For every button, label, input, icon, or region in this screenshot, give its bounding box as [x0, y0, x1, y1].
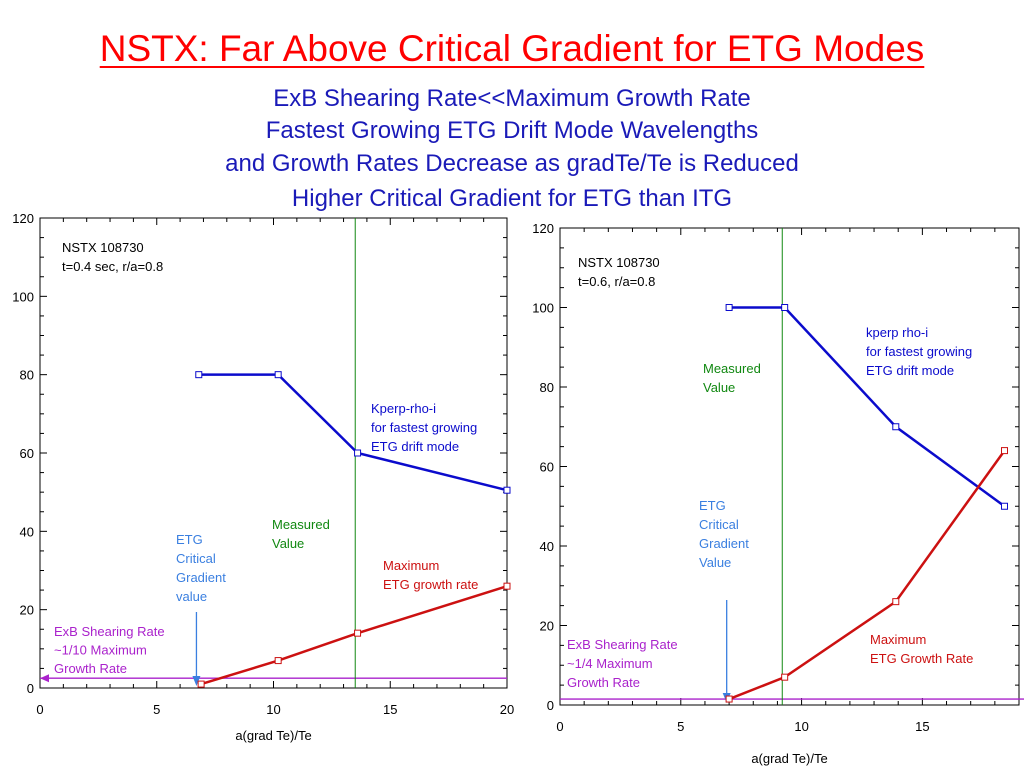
critical-gradient-annotation-line: value: [176, 589, 207, 604]
critical-gradient-annotation-line: Critical: [699, 517, 739, 532]
critical-gradient-annotation-line: ETG: [176, 532, 203, 547]
growth-series-line: [728, 449, 1006, 701]
y-tick-label: 80: [20, 368, 34, 383]
growth-rate-annotation-line: Maximum: [383, 558, 439, 573]
kperp-data-point: [1001, 502, 1009, 510]
kperp-annotation-line: kperp rho-i: [866, 325, 928, 340]
x-tick-label: 15: [383, 702, 397, 717]
y-tick-label: 0: [547, 698, 554, 713]
growth-data-point: [274, 657, 282, 665]
slide-title: NSTX: Far Above Critical Gradient for ET…: [99, 28, 925, 69]
shot-number-label: NSTX 108730: [578, 255, 660, 270]
x-tick-label: 0: [36, 702, 43, 717]
growth-data-point: [503, 582, 511, 590]
growth-data-point: [354, 629, 362, 637]
time-radius-label: t=0.6, r/a=0.8: [578, 274, 655, 289]
growth-data-point: [725, 695, 733, 703]
y-tick-label: 60: [540, 460, 554, 475]
chart-panel-1: 0 20 40 60 80 100 120 0 5 10 15 20 a(grad Te)/Te NSTX…: [12, 211, 514, 743]
y-tick-label: 100: [12, 289, 34, 304]
y-tick-label: 20: [20, 603, 34, 618]
growth-data-point: [781, 673, 789, 681]
exb-annotation-line: Growth Rate: [54, 661, 127, 676]
x-tick-label: 15: [915, 719, 929, 734]
kperp-annotation-line: Kperp-rho-i: [371, 401, 436, 416]
y-tick-label: 100: [532, 301, 554, 316]
growth-series-line: [200, 584, 508, 686]
critical-gradient-annotation-line: Gradient: [699, 536, 749, 551]
measured-annotation-line: Measured: [272, 517, 330, 532]
x-axis-label: a(grad Te)/Te: [235, 728, 311, 743]
exb-annotation-line: Growth Rate: [567, 675, 640, 690]
critical-gradient-arrowhead: [192, 676, 201, 686]
kperp-annotation-line: for fastest growing: [866, 344, 972, 359]
x-tick-label: 5: [677, 719, 684, 734]
kperp-series-line: [729, 306, 1006, 508]
y-tick-label: 60: [20, 446, 34, 461]
critical-gradient-annotation-line: Gradient: [176, 570, 226, 585]
growth-data-point: [1001, 447, 1009, 455]
x-tick-label: 20: [500, 702, 514, 717]
y-tick-label: 0: [27, 681, 34, 696]
measured-annotation-line: Value: [703, 380, 735, 395]
subtitle-line-4: Higher Critical Gradient for ETG than IT…: [291, 185, 733, 212]
y-tick-label: 80: [540, 380, 554, 395]
measured-annotation-line: Value: [272, 536, 304, 551]
kperp-data-point: [354, 449, 362, 457]
kperp-annotation-line: for fastest growing: [371, 420, 477, 435]
exb-annotation-line: ~1/4 Maximum: [567, 656, 653, 671]
kperp-data-point: [781, 304, 789, 311]
exb-arrowhead: [40, 674, 49, 683]
subtitle-line-3: and Growth Rates Decrease as gradTe/Te i…: [225, 150, 799, 177]
x-tick-label: 5: [153, 702, 160, 717]
x-tick-label: 0: [556, 719, 563, 734]
kperp-annotation-line: ETG drift mode: [866, 363, 954, 378]
kperp-data-point: [725, 304, 733, 311]
y-tick-label: 20: [540, 619, 554, 634]
critical-gradient-annotation-line: ETG: [699, 498, 726, 513]
time-radius-label: t=0.4 sec, r/a=0.8: [62, 259, 163, 274]
exb-annotation-line: ExB Shearing Rate: [567, 637, 678, 652]
y-tick-label: 40: [20, 524, 34, 539]
subtitle-line-2: Fastest Growing ETG Drift Mode Wavelengt…: [265, 117, 759, 144]
growth-rate-annotation-line: ETG growth rate: [383, 577, 478, 592]
kperp-series-line: [198, 373, 508, 492]
exb-annotation-line: ExB Shearing Rate: [54, 624, 165, 639]
shot-number-label: NSTX 108730: [62, 240, 144, 255]
kperp-data-point: [274, 371, 282, 379]
measured-annotation-line: Measured: [703, 361, 761, 376]
critical-gradient-annotation-line: Value: [699, 555, 731, 570]
y-tick-label: 40: [540, 539, 554, 554]
y-tick-label: 120: [12, 211, 34, 226]
growth-rate-annotation-line: ETG Growth Rate: [870, 651, 973, 666]
kperp-data-point: [195, 371, 203, 379]
growth-data-point: [892, 598, 900, 606]
growth-data-point: [197, 680, 205, 688]
exb-annotation-line: ~1/10 Maximum: [54, 643, 147, 658]
chart-panel-2: 0 20 40 60 80 100 120 0 5 10 15 a(grad Te)/Te NSTX 1…: [532, 221, 1024, 766]
x-tick-label: 10: [266, 702, 280, 717]
subtitle-line-1: ExB Shearing Rate<<Maximum Growth Rate: [273, 85, 751, 112]
kperp-data-point: [503, 486, 511, 494]
kperp-data-point: [892, 423, 900, 431]
growth-rate-annotation-line: Maximum: [870, 632, 926, 647]
y-tick-label: 120: [532, 221, 554, 236]
x-tick-label: 10: [794, 719, 808, 734]
critical-gradient-annotation-line: Critical: [176, 551, 216, 566]
kperp-annotation-line: ETG drift mode: [371, 439, 459, 454]
x-axis-label: a(grad Te)/Te: [751, 751, 827, 766]
